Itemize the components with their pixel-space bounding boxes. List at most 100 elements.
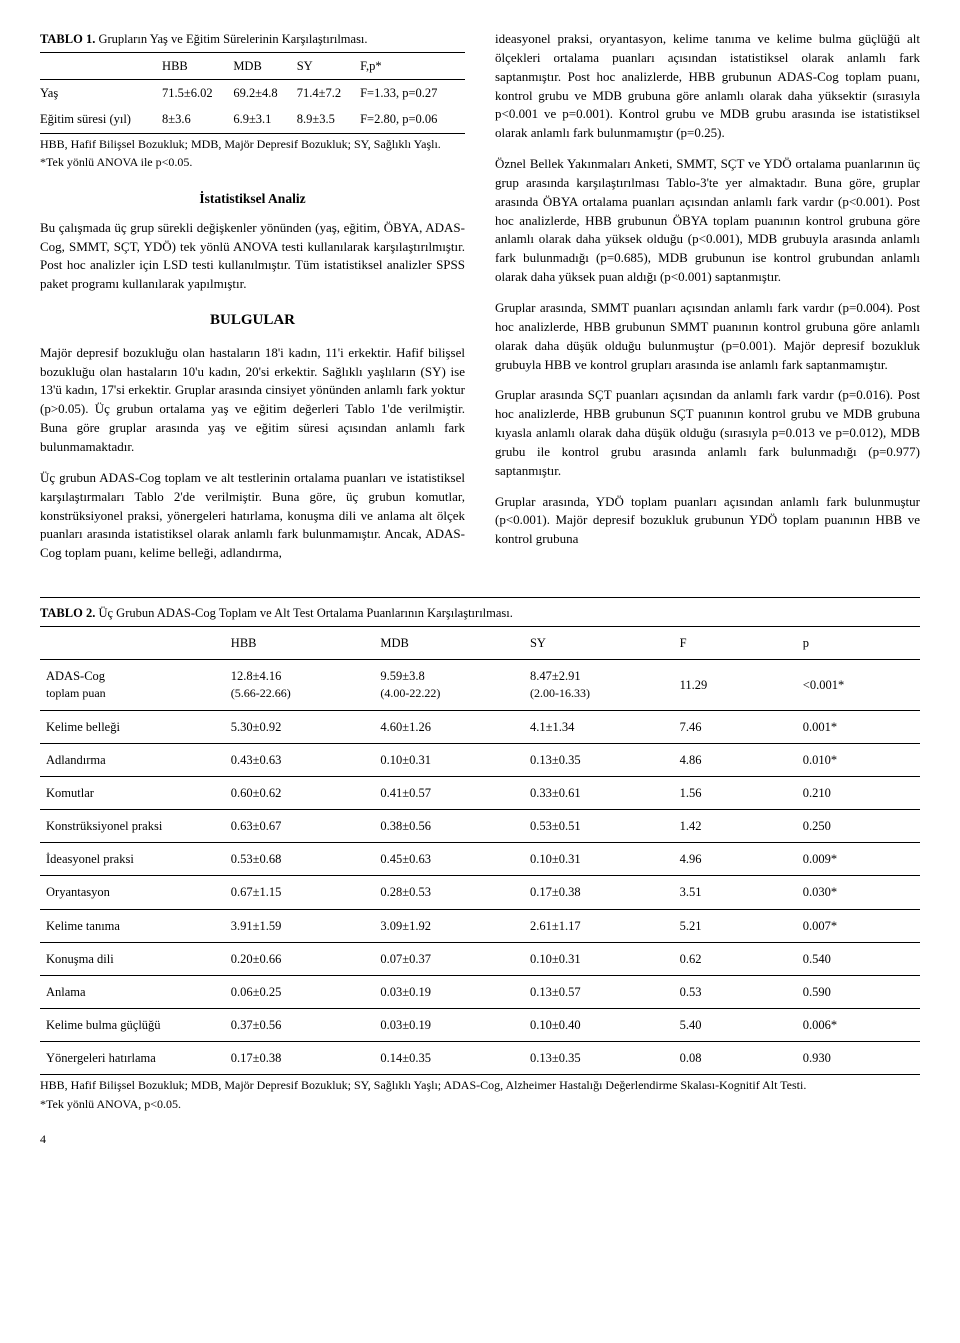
table-cell: 0.53±0.68	[225, 843, 375, 876]
t1-r0-c4: F=1.33, p=0.27	[360, 80, 465, 107]
t2-h-0	[40, 627, 225, 660]
table-cell: 0.45±0.63	[374, 843, 524, 876]
table-cell: 3.09±1.92	[374, 909, 524, 942]
table-1-title: TABLO 1. Grupların Yaş ve Eğitim Süreler…	[40, 30, 465, 53]
table-cell: 0.13±0.57	[524, 975, 674, 1008]
t1-h-1: HBB	[162, 53, 233, 80]
table-cell: Kelime bulma güçlüğü	[40, 1008, 225, 1041]
t1-h-4: F,p*	[360, 53, 465, 80]
table-1-header-row: HBB MDB SY F,p*	[40, 53, 465, 80]
t2-h-4: F	[674, 627, 797, 660]
table-1-caption: Grupların Yaş ve Eğitim Sürelerinin Karş…	[98, 32, 367, 46]
table-cell: 0.250	[797, 810, 920, 843]
bulgular-heading: BULGULAR	[40, 310, 465, 332]
table-cell: 2.61±1.17	[524, 909, 674, 942]
table-row: Adlandırma0.43±0.630.10±0.310.13±0.354.8…	[40, 743, 920, 776]
paragraph: Öznel Bellek Yakınmaları Anketi, SMMT, S…	[495, 155, 920, 287]
t1-h-3: SY	[297, 53, 360, 80]
table-cell: 0.06±0.25	[225, 975, 375, 1008]
table-cell: İdeasyonel praksi	[40, 843, 225, 876]
t2-h-5: p	[797, 627, 920, 660]
table-cell: 0.37±0.56	[225, 1008, 375, 1041]
t2-h-1: HBB	[225, 627, 375, 660]
table-cell: 0.67±1.15	[225, 876, 375, 909]
table-cell: Oryantasyon	[40, 876, 225, 909]
table-cell: Konstrüksiyonel praksi	[40, 810, 225, 843]
table-cell: 8.47±2.91(2.00-16.33)	[524, 660, 674, 711]
table-cell: 11.29	[674, 660, 797, 711]
table-2-grid: HBB MDB SY F p ADAS-Cogtoplam puan12.8±4…	[40, 626, 920, 1075]
paragraph: Gruplar arasında, YDÖ toplam puanları aç…	[495, 493, 920, 550]
table-row: Kelime bulma güçlüğü0.37±0.560.03±0.19 0.…	[40, 1008, 920, 1041]
table-cell: Adlandırma	[40, 743, 225, 776]
table-1-grid: HBB MDB SY F,p* Yaş 71.5±6.02 69.2±4.8 7…	[40, 53, 465, 133]
paragraph: ideasyonel praksi, oryantasyon, kelime t…	[495, 30, 920, 143]
table-cell: 3.51	[674, 876, 797, 909]
table-cell: 0.210	[797, 777, 920, 810]
table-row: Kelime belleği5.30±0.924.60±1.264.1±1.34…	[40, 710, 920, 743]
table-cell: 0.03±0.19	[374, 1008, 524, 1041]
table-cell: 0.53	[674, 975, 797, 1008]
paragraph: Üç grubun ADAS-Cog toplam ve alt testler…	[40, 469, 465, 563]
t1-h-0	[40, 53, 162, 80]
t1-h-2: MDB	[233, 53, 296, 80]
table-cell: 0.590	[797, 975, 920, 1008]
table-2-caption: Üç Grubun ADAS-Cog Toplam ve Alt Test Or…	[98, 606, 512, 620]
t1-r1-c0: Eğitim süresi (yıl)	[40, 106, 162, 133]
table-cell: 0.930	[797, 1042, 920, 1075]
table-cell: 1.56	[674, 777, 797, 810]
table-cell: 4.60±1.26	[374, 710, 524, 743]
table-1-footnote-1: HBB, Hafif Bilişsel Bozukluk; MDB, Majör…	[40, 136, 465, 153]
table-cell: 0.28±0.53	[374, 876, 524, 909]
table-cell: Yönergeleri hatırlama	[40, 1042, 225, 1075]
table-cell: 9.59±3.8(4.00-22.22)	[374, 660, 524, 711]
paragraph: Majör depresif bozukluğu olan hastaların…	[40, 344, 465, 457]
table-2-title: TABLO 2. Üç Grubun ADAS-Cog Toplam ve Al…	[40, 604, 920, 626]
paragraph: Bu çalışmada üç grup sürekli değişkenler…	[40, 219, 465, 294]
table-cell: 0.41±0.57	[374, 777, 524, 810]
left-column: TABLO 1. Grupların Yaş ve Eğitim Süreler…	[40, 30, 465, 575]
table-2-header-row: HBB MDB SY F p	[40, 627, 920, 660]
paragraph: Gruplar arasında SÇT puanları açısından …	[495, 386, 920, 480]
table-cell: 0.17±0.38	[225, 1042, 375, 1075]
t1-r0-c0: Yaş	[40, 80, 162, 107]
table-row: İdeasyonel praksi0.53±0.680.45±0.630.10±…	[40, 843, 920, 876]
table-cell: 0.60±0.62	[225, 777, 375, 810]
table-cell: 0.007*	[797, 909, 920, 942]
table-cell: 0.030*	[797, 876, 920, 909]
table-row: Komutlar0.60±0.620.41±0.570.33±0.611.560…	[40, 777, 920, 810]
t1-r0-c1: 71.5±6.02	[162, 80, 233, 107]
table-cell: 0.009*	[797, 843, 920, 876]
table-2: TABLO 2. Üç Grubun ADAS-Cog Toplam ve Al…	[40, 597, 920, 1113]
table-cell: 0.62	[674, 942, 797, 975]
t1-r0-c3: 71.4±7.2	[297, 80, 360, 107]
t1-r1-c4: F=2.80, p=0.06	[360, 106, 465, 133]
table-1: TABLO 1. Grupların Yaş ve Eğitim Süreler…	[40, 30, 465, 171]
table-row: Kelime tanıma3.91±1.593.09±1.922.61±1.17…	[40, 909, 920, 942]
table-row: Konstrüksiyonel praksi0.63±0.670.38±0.56…	[40, 810, 920, 843]
table-cell: 0.43±0.63	[225, 743, 375, 776]
table-cell: 0.13±0.35	[524, 743, 674, 776]
table-row: Oryantasyon0.67±1.150.28±0.530.17±0.383.…	[40, 876, 920, 909]
table-1-label: TABLO 1.	[40, 32, 95, 46]
table-cell: Komutlar	[40, 777, 225, 810]
table-cell: 0.08	[674, 1042, 797, 1075]
table-cell: 0.03±0.19	[374, 975, 524, 1008]
table-cell: 0.17±0.38	[524, 876, 674, 909]
table-cell: 0.10±0.31	[524, 843, 674, 876]
table-row: Eğitim süresi (yıl) 8±3.6 6.9±3.1 8.9±3.…	[40, 106, 465, 133]
table-cell: 0.540	[797, 942, 920, 975]
table-cell: Konuşma dili	[40, 942, 225, 975]
table-cell: 5.30±0.92	[225, 710, 375, 743]
table-cell: 0.33±0.61	[524, 777, 674, 810]
table-cell: 0.001*	[797, 710, 920, 743]
right-column: ideasyonel praksi, oryantasyon, kelime t…	[495, 30, 920, 575]
table-cell: 0.63±0.67	[225, 810, 375, 843]
t1-r1-c2: 6.9±3.1	[233, 106, 296, 133]
istatistiksel-analiz-heading: İstatistiksel Analiz	[40, 189, 465, 209]
table-cell: 0.20±0.66	[225, 942, 375, 975]
table-row: Yönergeleri hatırlama0.17±0.380.14±0.350…	[40, 1042, 920, 1075]
table-cell: 0.006*	[797, 1008, 920, 1041]
table-row: Yaş 71.5±6.02 69.2±4.8 71.4±7.2 F=1.33, …	[40, 80, 465, 107]
paragraph: Gruplar arasında, SMMT puanları açısında…	[495, 299, 920, 374]
